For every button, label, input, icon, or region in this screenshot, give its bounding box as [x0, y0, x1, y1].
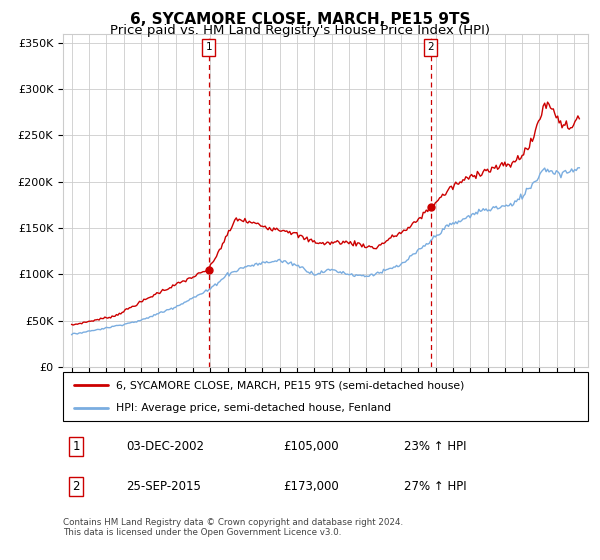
Text: 27% ↑ HPI: 27% ↑ HPI	[404, 480, 467, 493]
FancyBboxPatch shape	[63, 372, 588, 421]
Text: 6, SYCAMORE CLOSE, MARCH, PE15 9TS: 6, SYCAMORE CLOSE, MARCH, PE15 9TS	[130, 12, 470, 27]
Text: Contains HM Land Registry data © Crown copyright and database right 2024.
This d: Contains HM Land Registry data © Crown c…	[63, 518, 403, 538]
Text: Price paid vs. HM Land Registry's House Price Index (HPI): Price paid vs. HM Land Registry's House …	[110, 24, 490, 37]
Text: £105,000: £105,000	[284, 440, 339, 453]
Text: £173,000: £173,000	[284, 480, 339, 493]
Text: 03-DEC-2002: 03-DEC-2002	[126, 440, 204, 453]
Text: HPI: Average price, semi-detached house, Fenland: HPI: Average price, semi-detached house,…	[115, 403, 391, 413]
Text: 6, SYCAMORE CLOSE, MARCH, PE15 9TS (semi-detached house): 6, SYCAMORE CLOSE, MARCH, PE15 9TS (semi…	[115, 380, 464, 390]
Text: 25-SEP-2015: 25-SEP-2015	[126, 480, 201, 493]
Text: 2: 2	[73, 480, 80, 493]
Text: 1: 1	[73, 440, 80, 453]
Text: 1: 1	[206, 43, 212, 53]
Text: 23% ↑ HPI: 23% ↑ HPI	[404, 440, 467, 453]
Text: 2: 2	[428, 43, 434, 53]
